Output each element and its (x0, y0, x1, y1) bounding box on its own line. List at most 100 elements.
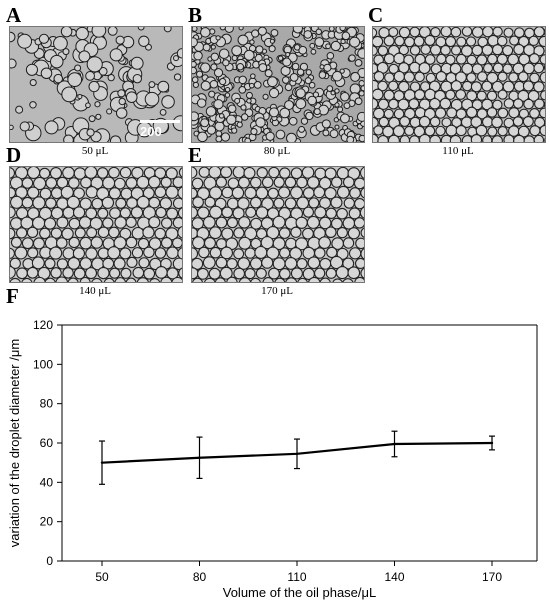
droplet (240, 113, 249, 121)
droplet (16, 267, 28, 280)
droplet (55, 276, 69, 282)
droplet (62, 267, 74, 279)
droplet (408, 98, 420, 110)
droplet (233, 227, 245, 239)
droplet (347, 266, 361, 280)
droplet (160, 237, 173, 249)
droplet (172, 197, 182, 210)
droplet (75, 27, 89, 41)
droplet (208, 167, 222, 179)
droplet (513, 43, 525, 56)
droplet (383, 108, 394, 119)
droplet (136, 277, 149, 282)
droplet (233, 267, 246, 280)
droplet (226, 114, 237, 125)
droplet (434, 107, 447, 119)
droplet (237, 34, 249, 46)
droplet (108, 167, 120, 179)
droplet (441, 117, 452, 128)
droplet (268, 45, 276, 53)
droplet (304, 77, 312, 85)
droplet (424, 54, 436, 65)
droplet (278, 227, 291, 239)
droplet (50, 187, 63, 200)
droplet (539, 124, 545, 137)
droplet (138, 257, 150, 269)
droplet (254, 245, 268, 259)
droplet (177, 247, 182, 260)
droplet (414, 89, 426, 101)
droplet (424, 125, 436, 137)
droplet (10, 277, 21, 282)
droplet (330, 196, 343, 209)
droplet (119, 247, 132, 260)
droplet (298, 45, 308, 55)
droplet (26, 266, 39, 279)
droplet (160, 276, 173, 282)
droplet (148, 216, 161, 229)
droplet (393, 52, 405, 65)
droplet (67, 72, 83, 88)
droplet (373, 35, 384, 48)
droplet (203, 237, 216, 250)
droplet (10, 265, 16, 279)
droplet (17, 33, 33, 49)
droplet (67, 277, 79, 282)
droplet (314, 37, 325, 47)
droplet (204, 196, 216, 208)
x-tick-label: 80 (193, 570, 207, 584)
droplet (238, 75, 247, 85)
droplet (540, 90, 545, 101)
droplet (296, 258, 308, 270)
droplet (483, 63, 494, 74)
droplet (243, 49, 255, 61)
droplet (298, 125, 306, 133)
droplet (440, 27, 452, 38)
droplet (295, 216, 308, 229)
droplet (86, 56, 103, 73)
droplet (319, 257, 332, 270)
droplet (269, 38, 275, 44)
y-tick-label: 0 (46, 554, 53, 568)
droplet (192, 76, 199, 84)
droplet (202, 256, 216, 270)
droplet (208, 267, 221, 280)
droplet (74, 64, 82, 72)
droplet (330, 217, 343, 230)
droplet (10, 247, 15, 259)
droplet (429, 134, 442, 142)
droplet (278, 268, 291, 280)
droplet (349, 187, 361, 199)
droplet (94, 101, 101, 108)
droplet (44, 277, 56, 282)
droplet (154, 186, 167, 199)
droplet (496, 35, 508, 47)
droplet (349, 36, 361, 48)
droplet (171, 276, 182, 282)
caption-c: 110 μL (442, 145, 474, 157)
droplet (138, 35, 150, 47)
droplet (409, 61, 421, 74)
droplet (214, 121, 225, 132)
droplet (231, 186, 245, 200)
droplet (342, 278, 354, 282)
droplet (171, 237, 182, 249)
droplet (85, 71, 95, 81)
droplet (529, 125, 541, 137)
droplet (325, 267, 337, 279)
droplet (117, 89, 126, 98)
droplet (533, 81, 545, 93)
droplet (192, 66, 198, 75)
micrograph-e (191, 166, 365, 283)
droplet (251, 29, 260, 38)
droplet (143, 246, 155, 259)
droplet (172, 257, 182, 271)
droplet (527, 90, 540, 102)
droplet (244, 268, 256, 280)
droplet (198, 246, 210, 259)
droplet (360, 248, 364, 260)
droplet (204, 277, 216, 282)
droplet (32, 237, 45, 250)
panel-letter-e: E (188, 143, 203, 167)
droplet (262, 93, 269, 100)
